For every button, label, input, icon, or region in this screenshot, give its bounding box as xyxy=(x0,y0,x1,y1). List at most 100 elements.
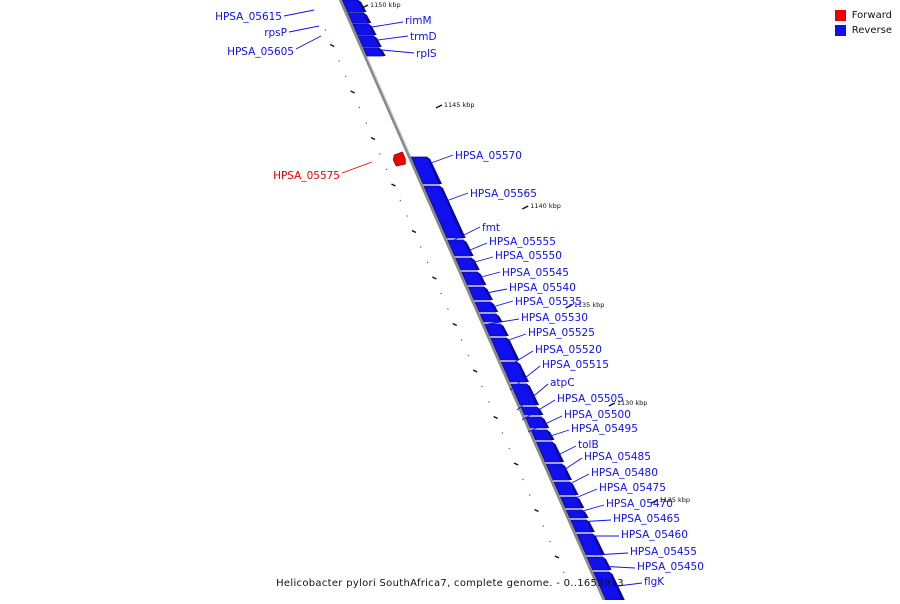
backbone-line xyxy=(338,0,607,604)
gene-leader-line xyxy=(422,154,454,167)
gene-leader-line xyxy=(493,333,527,346)
gene-label[interactable]: HPSA_05485 xyxy=(584,451,651,463)
gene-label[interactable]: rimM xyxy=(405,15,432,27)
gene-leader-line xyxy=(475,288,508,296)
gene-leader-line xyxy=(341,161,373,174)
gene-leader-line xyxy=(521,399,556,421)
gene-label[interactable]: HPSA_05505 xyxy=(557,393,624,405)
gene-block-shade xyxy=(439,186,466,238)
legend-label-forward: Forward xyxy=(851,10,892,21)
gene-label[interactable]: trmD xyxy=(410,31,437,43)
gene-block-shade xyxy=(477,272,487,285)
gene-block-shade xyxy=(506,338,520,360)
gene-block-shade xyxy=(490,302,499,312)
gene-leader-line xyxy=(457,242,488,256)
gene-leader-line xyxy=(571,504,605,515)
gene-label[interactable]: HPSA_05500 xyxy=(564,409,631,421)
gene-leader-line xyxy=(537,429,570,441)
gene-block-shade xyxy=(358,0,367,12)
gene-label[interactable]: HPSA_05455 xyxy=(630,546,697,558)
minor-tick xyxy=(344,75,347,78)
minor-tick xyxy=(460,339,463,341)
gene-label[interactable]: tolB xyxy=(578,439,599,451)
scale-tick-label: 1130 kbp xyxy=(617,399,648,407)
minor-tick xyxy=(528,494,531,496)
minor-tick xyxy=(419,246,422,248)
gene-label[interactable]: HPSA_05605 xyxy=(227,46,294,58)
gene-label[interactable]: HPSA_05615 xyxy=(215,11,282,23)
scale-tick-mark xyxy=(435,104,443,109)
gene-label[interactable]: HPSA_05495 xyxy=(571,423,638,435)
gene-label[interactable]: rplS xyxy=(416,48,437,60)
gene-label[interactable]: HPSA_05520 xyxy=(535,344,602,356)
minor-tick xyxy=(522,478,524,481)
minor-tick xyxy=(432,276,437,280)
gene-label[interactable]: atpC xyxy=(550,377,575,389)
scale-tick-mark xyxy=(608,402,616,407)
gene-label[interactable]: HPSA_05570 xyxy=(455,150,522,162)
gene-block-shade xyxy=(537,407,544,415)
gene-label[interactable]: fmt xyxy=(482,222,500,234)
gene-leader-line xyxy=(593,552,629,556)
minor-tick xyxy=(562,571,565,574)
gene-label[interactable]: HPSA_05525 xyxy=(528,327,595,339)
scale-ticks-layer: 1150 kbp 1145 kbp 1140 kbp 1135 kbp 1130 kbp… xyxy=(361,1,690,504)
gene-label[interactable]: HPSA_05460 xyxy=(621,529,688,541)
gene-leader-line xyxy=(295,35,322,50)
minor-tick xyxy=(534,508,539,513)
minor-tick xyxy=(447,308,449,310)
gene-leader-line xyxy=(481,300,514,311)
gene-block-shade xyxy=(379,48,386,56)
gene-block-shade xyxy=(363,13,372,23)
gene-leader-line xyxy=(509,365,541,391)
gene-leader-line xyxy=(597,565,636,569)
minor-tick xyxy=(549,540,551,543)
gene-label[interactable]: HPSA_05535 xyxy=(515,296,582,308)
gene-label[interactable]: HPSA_05470 xyxy=(606,498,673,510)
minor-tick xyxy=(406,215,408,217)
gene-label[interactable]: HPSA_05550 xyxy=(495,250,562,262)
minor-tick xyxy=(452,322,458,327)
scale-tick-mark xyxy=(565,304,573,309)
minor-tick xyxy=(358,106,361,109)
gene-block-reverse[interactable] xyxy=(423,185,464,239)
gene-labels-layer: HPSA_05615 rpsP HPSA_05605 rimM trmD rplS HPSA… xyxy=(215,9,704,589)
minor-tick xyxy=(542,525,545,527)
gene-label[interactable]: HPSA_05475 xyxy=(599,482,666,494)
scale-tick-label: 1125 kbp xyxy=(659,496,690,504)
gene-label[interactable]: HPSA_05565 xyxy=(470,188,537,200)
scale-tick-mark xyxy=(651,499,658,504)
minor-tick xyxy=(350,90,355,94)
minor-tick xyxy=(467,354,470,357)
map-caption: Helicobacter pylori SouthAfrica7, comple… xyxy=(0,578,900,589)
gene-leader-line xyxy=(381,49,415,54)
gene-label[interactable]: rpsP xyxy=(264,27,287,39)
scale-tick-label: 1140 kbp xyxy=(530,202,561,210)
gene-leader-line xyxy=(557,473,590,491)
gene-label[interactable]: HPSA_05480 xyxy=(591,467,658,479)
gene-leader-line xyxy=(377,35,409,41)
gene-label[interactable]: HPSA_05530 xyxy=(521,312,588,324)
gene-block-shade xyxy=(582,510,589,518)
gene-label[interactable]: HPSA_05540 xyxy=(509,282,576,294)
gene-label[interactable]: HPSA_05465 xyxy=(613,513,680,525)
gene-label[interactable]: HPSA_05555 xyxy=(489,236,556,248)
gene-block-shade xyxy=(562,464,573,480)
gene-block-shade xyxy=(541,417,550,428)
minor-tick xyxy=(391,183,396,187)
gene-block-shade xyxy=(500,324,509,336)
gene-block-forward[interactable] xyxy=(392,151,406,167)
gene-label[interactable]: HPSA_05515 xyxy=(542,359,609,371)
gene-block-shade xyxy=(427,157,443,184)
gene-block-shade xyxy=(592,534,606,555)
gene-leader-line xyxy=(371,21,404,28)
gene-block-shade xyxy=(484,287,493,300)
gene-label[interactable]: flgK xyxy=(644,576,665,588)
scale-tick-mark xyxy=(361,4,369,9)
minor-tick xyxy=(487,401,490,403)
gene-label[interactable]: HPSA_05450 xyxy=(637,561,704,573)
gene-label[interactable]: HPSA_05545 xyxy=(502,267,569,279)
gene-label[interactable]: HPSA_05575 xyxy=(273,170,340,182)
